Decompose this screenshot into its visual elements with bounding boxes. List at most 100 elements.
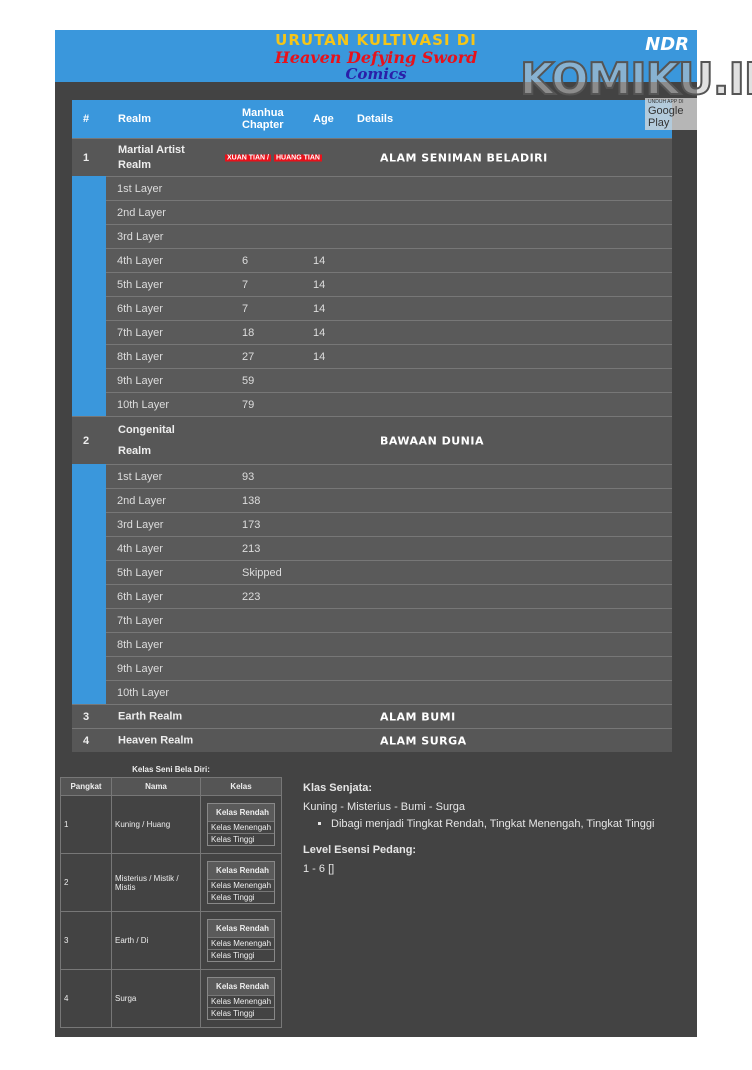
layer-chapter: 93 bbox=[242, 470, 255, 483]
komiku-watermark: KOMIKU.ID bbox=[519, 53, 752, 106]
realm-number: 1 bbox=[83, 151, 90, 164]
layer-name: 7th Layer bbox=[117, 326, 163, 339]
realm-details: ALAM SENIMAN BELADIRI bbox=[380, 151, 548, 164]
layer-chapter: Skipped bbox=[242, 566, 282, 579]
content-card: URUTAN KULTIVASI DI Heaven Defying Sword… bbox=[55, 30, 752, 1037]
layer-name: 4th Layer bbox=[117, 254, 163, 267]
layer-row: 1st Layer 93 bbox=[106, 464, 672, 488]
realm-details: BAWAAN DUNIA bbox=[380, 434, 484, 447]
layer-row: 4th Layer 6 14 bbox=[106, 248, 672, 272]
kelas-levels: Kelas Rendah Kelas Menengah Kelas Tinggi bbox=[200, 795, 282, 854]
kelas-row: 2 Misterius / Mistik / Mistis Kelas Rendah… bbox=[60, 853, 282, 912]
realm-number: 3 bbox=[83, 710, 90, 723]
layer-chapter: 7 bbox=[242, 278, 249, 291]
kelas-pangkat: 1 bbox=[60, 795, 112, 854]
layer-age: 14 bbox=[313, 302, 326, 315]
kelas-nama: Kuning / Huang bbox=[111, 795, 201, 854]
layer-age: 14 bbox=[313, 326, 326, 339]
esensi-title: Level Esensi Pedang: bbox=[303, 844, 417, 856]
kelas-nama: Earth / Di bbox=[111, 911, 201, 970]
realm-details: ALAM BUMI bbox=[380, 710, 456, 723]
layer-name: 8th Layer bbox=[117, 350, 163, 363]
layer-row: 9th Layer 59 bbox=[106, 368, 672, 392]
layer-chapter: 79 bbox=[242, 398, 255, 411]
kelas-table: Pangkat Nama Kelas 1 Kuning / Huang Kelas Re… bbox=[60, 777, 282, 1028]
realm-name: Martial Artist Realm bbox=[118, 143, 185, 171]
layer-chapter: 173 bbox=[242, 518, 261, 531]
layer-name: 10th Layer bbox=[117, 686, 169, 699]
kelas-level: Kelas Tinggi bbox=[208, 891, 274, 903]
layer-row: 6th Layer 223 bbox=[106, 584, 672, 608]
layer-name: 9th Layer bbox=[117, 374, 163, 387]
col-nama: Nama bbox=[111, 777, 201, 796]
layer-row: 9th Layer bbox=[106, 656, 672, 680]
layer-name: 3rd Layer bbox=[117, 518, 164, 531]
layer-group: 1st Layer 93 2nd Layer 138 3rd Layer 173 4th L… bbox=[72, 464, 672, 704]
banner-line3: Comics bbox=[345, 65, 407, 83]
layer-group: 1st Layer 2nd Layer 3rd Layer 4th Layer 6 14 5… bbox=[72, 176, 672, 416]
senjata-text: Kuning - Misterius - Bumi - Surga bbox=[303, 801, 465, 813]
col-kelas: Kelas bbox=[200, 777, 282, 796]
layer-name: 5th Layer bbox=[117, 566, 163, 579]
senjata-title: Klas Senjata: bbox=[303, 782, 373, 794]
header-cell: Manhua Chapter bbox=[242, 107, 284, 131]
kelas-nama: Misterius / Mistik / Mistis bbox=[111, 853, 201, 912]
realm-badge: HUANG TIAN bbox=[274, 154, 322, 161]
layer-chapter: 223 bbox=[242, 590, 261, 603]
layer-name: 10th Layer bbox=[117, 398, 169, 411]
kelas-level: Kelas Rendah bbox=[208, 862, 274, 879]
kelas-levels: Kelas Rendah Kelas Menengah Kelas Tinggi bbox=[200, 969, 282, 1028]
kelas-level: Kelas Menengah bbox=[208, 937, 274, 949]
layer-row: 2nd Layer bbox=[106, 200, 672, 224]
layer-row: 3rd Layer bbox=[106, 224, 672, 248]
layer-row: 10th Layer 79 bbox=[106, 392, 672, 416]
title-banner: URUTAN KULTIVASI DI Heaven Defying Sword… bbox=[55, 30, 697, 82]
layer-row: 7th Layer 18 14 bbox=[106, 320, 672, 344]
layer-chapter: 6 bbox=[242, 254, 249, 267]
layer-row: 4th Layer 213 bbox=[106, 536, 672, 560]
kelas-level: Kelas Tinggi bbox=[208, 833, 274, 845]
table-header: # Realm Manhua Chapter Age Details bbox=[72, 100, 672, 138]
layer-row: 8th Layer 27 14 bbox=[106, 344, 672, 368]
banner-line1: URUTAN KULTIVASI DI bbox=[275, 31, 477, 49]
layer-name: 6th Layer bbox=[117, 590, 163, 603]
layer-name: 8th Layer bbox=[117, 638, 163, 651]
layer-name: 2nd Layer bbox=[117, 494, 166, 507]
realm-badge: XUAN TIAN / bbox=[225, 154, 271, 161]
layer-row: 8th Layer bbox=[106, 632, 672, 656]
kelas-box: Kelas Rendah Kelas Menengah Kelas Tinggi bbox=[207, 977, 275, 1020]
kelas-level: Kelas Tinggi bbox=[208, 949, 274, 961]
layer-row: 5th Layer Skipped bbox=[106, 560, 672, 584]
realm-number: 2 bbox=[83, 434, 90, 447]
realm-name: Earth Realm bbox=[118, 710, 183, 722]
kelas-table-section: Kelas Seni Bela Diri: Pangkat Nama Kelas 1… bbox=[60, 765, 282, 1028]
esensi-text: 1 - 6 [] bbox=[303, 863, 335, 875]
col-pangkat: Pangkat bbox=[60, 777, 112, 796]
layer-row: 3rd Layer 173 bbox=[106, 512, 672, 536]
kelas-pangkat: 3 bbox=[60, 911, 112, 970]
realm-row: 1 Martial Artist Realm XUAN TIAN / HUANG TI… bbox=[72, 138, 672, 176]
banner-line2: Heaven Defying Sword bbox=[274, 48, 478, 67]
header-cell: Realm bbox=[118, 113, 152, 125]
header-cell: Details bbox=[357, 113, 394, 125]
layer-chapter: 7 bbox=[242, 302, 249, 315]
kelas-row: 3 Earth / Di Kelas Rendah Kelas Menengah Kel… bbox=[60, 911, 282, 970]
kelas-level: Kelas Menengah bbox=[208, 821, 274, 833]
layer-age: 14 bbox=[313, 350, 326, 363]
layer-row: 10th Layer bbox=[106, 680, 672, 704]
kelas-nama: Surga bbox=[111, 969, 201, 1028]
header-cell: # bbox=[83, 113, 90, 125]
kelas-level: Kelas Tinggi bbox=[208, 1007, 274, 1019]
layer-name: 1st Layer bbox=[117, 182, 163, 195]
layer-name: 6th Layer bbox=[117, 302, 163, 315]
store-small-label: UNDUH APP DI bbox=[648, 99, 684, 105]
kelas-level: Kelas Rendah bbox=[208, 978, 274, 995]
layer-row: 1st Layer bbox=[106, 176, 672, 200]
realm-row: 3 Earth Realm ALAM BUMI bbox=[72, 704, 672, 728]
layer-name: 1st Layer bbox=[117, 470, 163, 483]
google-play-badge: UNDUH APP DI Google Play bbox=[645, 98, 697, 130]
layer-name: 4th Layer bbox=[117, 542, 163, 555]
kelas-levels: Kelas Rendah Kelas Menengah Kelas Tinggi bbox=[200, 911, 282, 970]
layer-row: 2nd Layer 138 bbox=[106, 488, 672, 512]
kelas-row: 4 Surga Kelas Rendah Kelas Menengah Kelas Ti… bbox=[60, 969, 282, 1028]
